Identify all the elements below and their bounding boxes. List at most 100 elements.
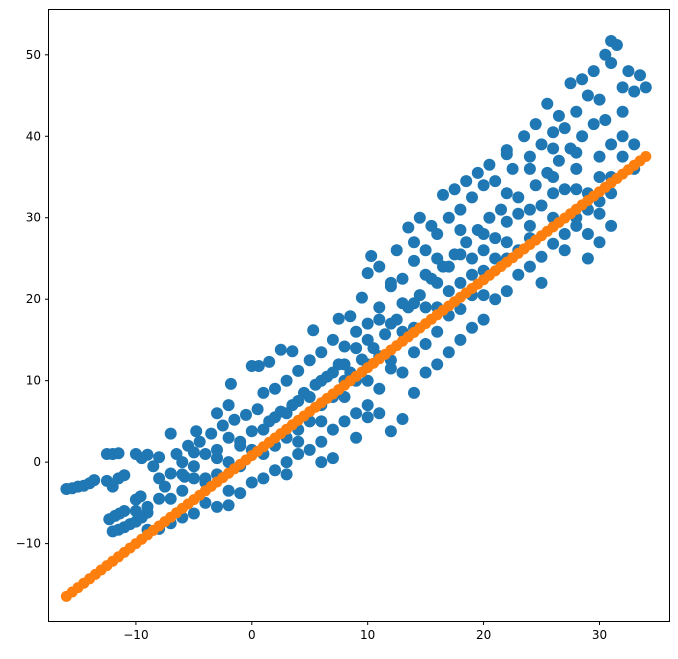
scatter-point-blue (541, 97, 554, 110)
scatter-point-blue (153, 451, 166, 464)
scatter-point-blue (408, 254, 420, 267)
scatter-point-blue (257, 472, 270, 485)
scatter-point-blue (361, 399, 374, 412)
scatter-point-blue (587, 118, 600, 131)
scatter-point-blue (350, 431, 363, 444)
scatter-point-blue (523, 150, 536, 163)
scatter-point-blue (471, 166, 484, 179)
scatter-point-blue (547, 171, 560, 183)
scatter-point-blue (112, 447, 125, 460)
scatter-point-blue (211, 407, 223, 420)
scatter-point-blue (431, 276, 444, 289)
scatter-point-blue (448, 183, 461, 196)
scatter-point-blue (552, 109, 565, 122)
scatter-point-blue (269, 382, 281, 395)
scatter-point-blue (512, 191, 525, 204)
scatter-point-blue (535, 199, 548, 212)
scatter-point-blue (118, 469, 131, 482)
scatter-point-blue (529, 179, 542, 192)
scatter-point-blue (460, 236, 473, 249)
scatter-point-blue (489, 252, 502, 265)
scatter-point-blue (616, 150, 629, 163)
y-tick-label: 0 (33, 455, 41, 469)
scatter-point-blue (483, 211, 496, 224)
scatter-point-blue (303, 354, 316, 367)
scatter-point-blue (419, 244, 432, 257)
scatter-point-blue (622, 65, 635, 78)
scatter-point-blue (408, 346, 420, 359)
scatter-point-blue (216, 419, 229, 432)
scatter-point-blue (384, 362, 397, 375)
scatter-point-blue (419, 301, 432, 314)
scatter-point-blue (408, 236, 420, 249)
scatter-point-blue (431, 228, 444, 240)
scatter-point-blue (535, 138, 548, 151)
scatter-point-blue (477, 289, 490, 302)
scatter-point-blue (257, 423, 270, 436)
scatter-point-blue (361, 333, 374, 346)
scatter-point-blue (106, 480, 119, 493)
scatter-point-blue (576, 130, 589, 143)
scatter-point-blue (158, 480, 171, 493)
scatter-point-blue (338, 340, 351, 353)
scatter-point-blue (547, 187, 560, 200)
scatter-point-blue (599, 114, 612, 126)
scatter-point-blue (373, 301, 386, 314)
scatter-point-blue (466, 191, 478, 204)
scatter-point-blue (234, 439, 247, 452)
scatter-point-blue (153, 492, 166, 505)
scatter-point-blue (187, 507, 200, 520)
scatter-point-blue (211, 452, 223, 465)
scatter-point-blue (176, 484, 189, 497)
scatter-point-blue (489, 232, 502, 245)
y-tick-label: 30 (26, 211, 41, 225)
scatter-point-blue (315, 415, 328, 428)
scatter-point-blue (164, 467, 177, 480)
scatter-point-blue (350, 342, 363, 355)
scatter-point-blue (384, 425, 397, 438)
scatter-point-blue (326, 423, 339, 436)
scatter-point-blue (141, 448, 154, 461)
scatter-point-blue (628, 85, 641, 98)
scatter-point-blue (489, 293, 502, 306)
scatter-point-blue (365, 250, 378, 262)
scatter-point-blue (251, 403, 264, 416)
scatter-point-blue (593, 207, 606, 220)
scatter-point-blue (547, 237, 560, 250)
scatter-point-blue (164, 427, 177, 440)
scatter-point-blue (477, 179, 490, 192)
scatter-point-blue (512, 268, 525, 281)
scatter-point-blue (280, 456, 293, 469)
scatter-point-blue (315, 346, 328, 359)
points-layer (60, 35, 652, 602)
scatter-point-blue (141, 500, 154, 513)
scatter-point-blue (442, 260, 455, 273)
scatter-point-blue (134, 490, 147, 503)
x-tick-label: 30 (592, 628, 607, 642)
scatter-point-blue (605, 138, 618, 151)
scatter-point-blue (350, 325, 363, 338)
scatter-point-blue (292, 448, 305, 460)
x-axis-ticks: −10 0 10 20 30 (123, 621, 607, 642)
scatter-point-blue (164, 492, 177, 505)
scatter-point-blue (581, 228, 594, 240)
scatter-point-blue (628, 138, 641, 151)
scatter-point-blue (303, 391, 316, 403)
scatter-point-blue (361, 317, 374, 330)
scatter-point-blue (506, 162, 519, 175)
scatter-point-blue (187, 446, 200, 459)
scatter-point-blue (292, 435, 305, 448)
scatter-point-blue (558, 228, 571, 240)
scatter-point-blue (326, 366, 339, 379)
scatter-point-blue (523, 162, 536, 175)
scatter-point-blue (581, 89, 594, 102)
scatter-point-blue (315, 435, 328, 448)
scatter-point-blue (419, 338, 432, 350)
y-axis-ticks: −10 0 10 20 30 40 50 (16, 48, 49, 551)
scatter-point-blue (396, 366, 409, 379)
scatter-point-blue (326, 333, 339, 346)
scatter-point-blue (408, 386, 420, 399)
scatter-point-blue (593, 236, 606, 249)
scatter-point-blue (634, 69, 646, 82)
scatter-point-blue (245, 425, 258, 438)
